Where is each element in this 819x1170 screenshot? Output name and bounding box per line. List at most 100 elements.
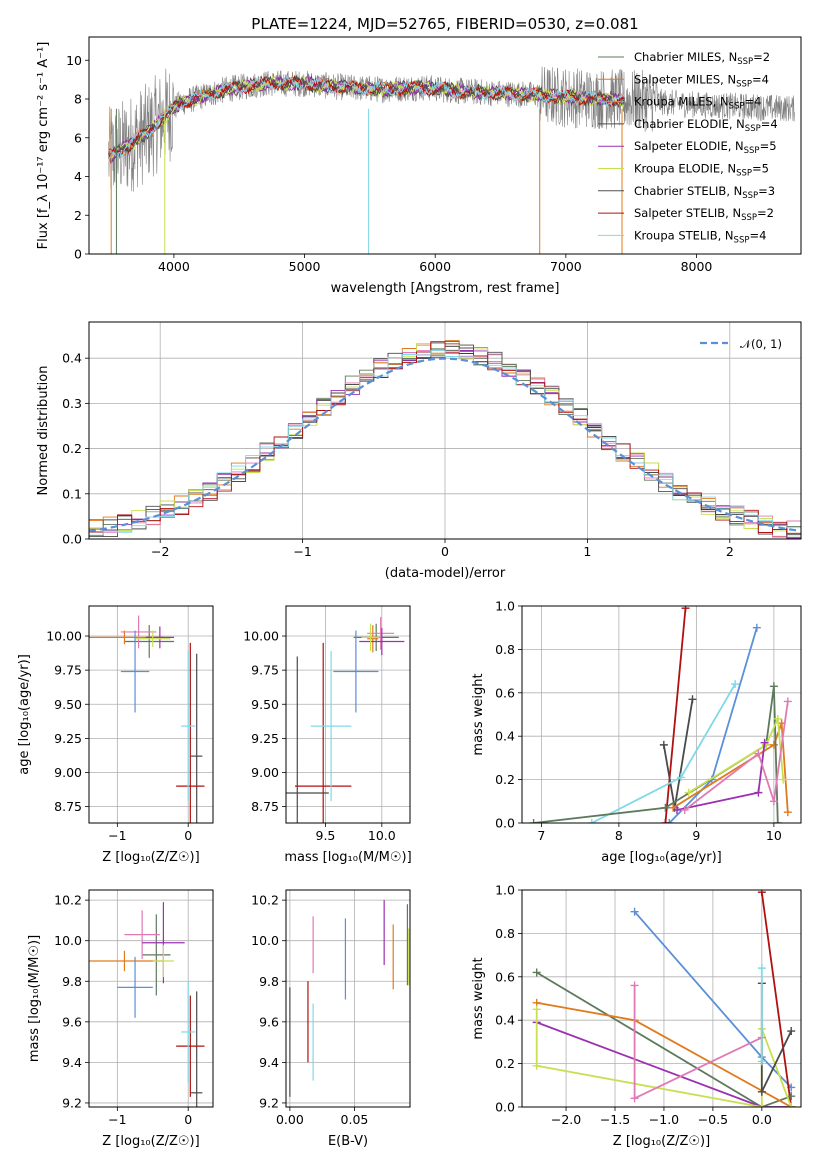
y-tick-label: 9.50 — [54, 697, 82, 712]
errorbar-point — [89, 950, 164, 972]
weight-series — [680, 697, 792, 814]
errorbar-point — [367, 616, 395, 650]
y-tick-label: 9.25 — [54, 731, 82, 746]
weight-marker — [783, 808, 792, 817]
x-axis-label: (data-model)/error — [385, 566, 506, 581]
x-tick-label: 0 — [441, 544, 449, 559]
legend-label-suffix: =5 — [760, 139, 777, 153]
y-tick-label: 0.3 — [62, 396, 82, 411]
errorbar-point — [191, 653, 203, 823]
weight-series — [659, 695, 697, 812]
plot-area — [286, 616, 405, 823]
weight-marker — [787, 1027, 796, 1036]
y-tick-label: 1.0 — [495, 883, 515, 898]
plot-area — [89, 615, 205, 823]
errorbar-point — [361, 623, 380, 652]
y-tick-label: 9.2 — [62, 1095, 82, 1110]
x-tick-label: −1.5 — [600, 1112, 630, 1127]
y-tick-label: 0.0 — [62, 532, 82, 547]
x-tick-label: −1 — [293, 544, 311, 559]
gaussian-curve — [89, 357, 799, 533]
x-tick-label: 8000 — [681, 259, 713, 274]
weight-series — [673, 738, 769, 814]
legend-label-suffix: =3 — [758, 184, 775, 198]
errorbar-point — [135, 630, 171, 647]
legend-label: Chabrier STELIB, NSSP=3 — [634, 184, 775, 201]
errorbar-point — [310, 651, 352, 802]
x-tick-label: 0 — [184, 828, 192, 843]
legend-label-sub: SSP — [737, 57, 753, 67]
legend-label-text: Salpeter STELIB, N — [634, 206, 741, 220]
weight-line — [668, 627, 758, 823]
weight-marker — [681, 606, 690, 613]
legend-label-sub: SSP — [736, 79, 752, 89]
x-tick-label: −0.5 — [698, 1112, 728, 1127]
y-tick-label: 0.8 — [495, 642, 515, 657]
weight-marker — [673, 805, 681, 814]
legend-label-text: Kroupa MILES, N — [634, 95, 729, 109]
x-tick-label: 0.00 — [276, 1112, 304, 1127]
y-tick-label: 0.4 — [495, 1013, 515, 1028]
panel-mass-vs-Z: −1 0 9.2 9.4 9.6 9.8 10.0 10.2 Z [log₁₀(Z/Z☉)] ma… — [27, 889, 214, 1149]
errorbar-point — [142, 914, 171, 996]
legend-label: Chabrier MILES, NSSP=2 — [634, 50, 770, 67]
errorbar-point — [181, 651, 196, 802]
y-tick-label: 9.8 — [259, 974, 279, 989]
legend-label: Chabrier ELODIE, NSSP=4 — [634, 117, 778, 134]
x-tick-label: −1 — [108, 1112, 126, 1127]
x-tick-label: −2.0 — [551, 1112, 581, 1127]
y-tick-label: 0.2 — [495, 1056, 515, 1071]
y-axis-label: mass weight — [471, 673, 486, 755]
x-tick-label: −1 — [108, 828, 126, 843]
legend-label: Salpeter STELIB, NSSP=2 — [634, 206, 774, 223]
y-tick-label: 9.50 — [251, 697, 279, 712]
errorbar-point — [181, 981, 196, 1083]
weight-series — [529, 682, 782, 823]
errorbar-point — [367, 625, 379, 653]
errorbar-point — [333, 630, 379, 713]
plot-area — [89, 340, 801, 539]
legend-label: Kroupa MILES, NSSP=4 — [634, 95, 761, 112]
weight-line — [533, 686, 779, 823]
legend-label-suffix: =4 — [761, 117, 778, 131]
y-tick-label: 1.0 — [495, 599, 515, 614]
y-tick-label: 10.0 — [54, 933, 82, 948]
errorbar-point — [295, 642, 352, 823]
y-tick-label: 10.00 — [243, 629, 279, 644]
y-tick-label: 0.6 — [495, 685, 515, 700]
weight-line — [676, 742, 766, 811]
weight-line — [672, 722, 789, 813]
x-tick-label: 10 — [766, 828, 782, 843]
weight-marker — [532, 968, 541, 977]
y-tick-label: 0.6 — [495, 969, 515, 984]
legend-label-suffix: =4 — [752, 72, 769, 86]
residual-histogram — [89, 341, 801, 534]
errorbar-point — [286, 656, 329, 823]
weight-line — [760, 892, 793, 1107]
residual-histogram — [89, 350, 801, 536]
y-tick-label: 10.2 — [54, 893, 82, 908]
legend-label-suffix: =2 — [753, 50, 770, 64]
y-tick-label: 0.0 — [495, 816, 515, 831]
errorbar-point — [120, 615, 157, 649]
legend-label-suffix: =2 — [757, 206, 774, 220]
legend-label-sub: SSP — [736, 169, 752, 179]
weight-marker — [587, 819, 596, 823]
weight-line — [536, 971, 792, 1107]
y-tick-label: 4 — [74, 169, 82, 184]
y-tick-label: 9.2 — [259, 1095, 279, 1110]
x-tick-label: −2 — [151, 544, 169, 559]
y-axis-label: mass weight — [471, 957, 486, 1039]
x-tick-label: 1 — [583, 544, 591, 559]
weight-line — [536, 1021, 792, 1107]
weight-marker — [630, 981, 639, 990]
weight-marker — [773, 714, 782, 723]
weight-marker — [779, 775, 788, 784]
legend-label-text: Kroupa ELODIE, N — [634, 162, 736, 176]
weight-line — [535, 1009, 793, 1107]
panel-massweight-vs-age: 7 8 9 10 0.0 0.2 0.4 0.6 0.8 1.0 age [log₁₀(age/yr… — [471, 599, 802, 865]
residual-legend: 𝒩(0, 1) — [700, 337, 782, 351]
y-tick-label: 0.0 — [495, 1100, 515, 1115]
weight-marker — [532, 1061, 541, 1070]
